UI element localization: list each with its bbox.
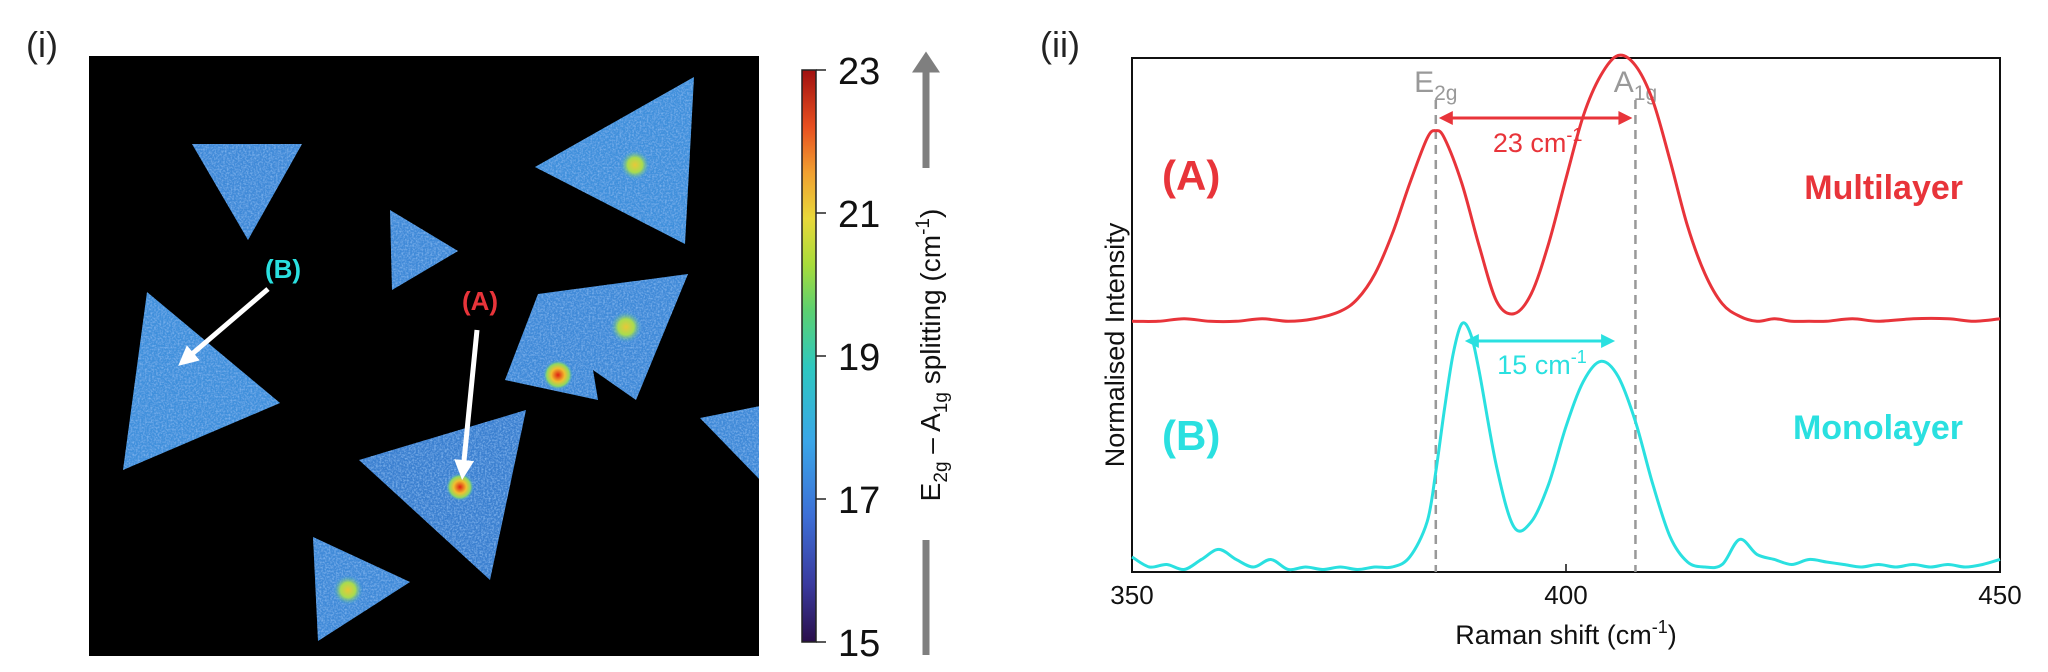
peak-label: A1g [1614, 66, 1657, 105]
y-axis-label: Normalised Intensity [1100, 222, 1130, 467]
flake [390, 210, 458, 290]
hotspot [543, 360, 573, 390]
x-axis-ticks: 350 400 450 [1110, 564, 2022, 610]
arrow-head [1601, 334, 1616, 348]
panel-i-label: (i) [26, 24, 58, 65]
x-tick-label: 350 [1110, 580, 1153, 610]
splitting-arrows: 23 cm-1 15 cm-1 [1438, 111, 1633, 380]
arrow-head [1618, 111, 1633, 125]
flake [123, 292, 280, 470]
hotspot [446, 473, 474, 501]
hotspot [333, 575, 363, 605]
label-b: (B) [1162, 412, 1220, 459]
flake [359, 410, 526, 580]
x-axis-label: Raman shift (cm-1) [1455, 617, 1677, 650]
flake [700, 406, 759, 479]
label-a: (A) [1162, 152, 1220, 199]
arrow-b [178, 287, 270, 366]
arrow-a [454, 329, 480, 480]
x-tick-label: 400 [1544, 580, 1587, 610]
colorbar-gradient [801, 69, 817, 643]
colorbar: 23 21 19 17 15 E2g – A1g splitting (cm-1) [801, 51, 952, 665]
splitting-label: 15 cm-1 [1497, 347, 1587, 380]
colorbar-ticks: 23 21 19 17 15 [816, 51, 880, 665]
arrow-head [1464, 334, 1479, 348]
panel-ii-label: (ii) [1040, 24, 1080, 65]
series-line-monolayer [1131, 321, 2001, 572]
annotation-a: (A) [462, 286, 498, 316]
flake [192, 144, 302, 240]
colorbar-title: E2g – A1g splitting (cm-1) [913, 209, 952, 502]
flake [535, 77, 694, 244]
arrow-head [1438, 111, 1453, 125]
colorbar-tick-label: 21 [838, 194, 880, 236]
hotspot [620, 150, 650, 180]
multilayer-label: Multilayer [1804, 169, 1963, 207]
colorbar-tick-label: 17 [838, 480, 880, 522]
series-group [1131, 53, 2001, 572]
colorbar-tick-label: 19 [838, 337, 880, 379]
splitting-label: 23 cm-1 [1493, 125, 1583, 158]
colorbar-tick-label: 15 [838, 623, 880, 665]
hotspot [610, 311, 642, 343]
monolayer-label: Monolayer [1793, 409, 1963, 447]
series-line-multilayer [1131, 53, 2001, 324]
x-tick-label: 450 [1978, 580, 2021, 610]
raman-map: (B) (A) [89, 56, 759, 656]
colorbar-tick-label: 23 [838, 51, 880, 93]
annotation-b: (B) [265, 254, 301, 284]
peak-label: E2g [1414, 66, 1457, 105]
raman-spectra-plot: E2g A1g 23 cm-1 15 cm-1 350 400 450 Raman sh… [1100, 53, 2022, 650]
